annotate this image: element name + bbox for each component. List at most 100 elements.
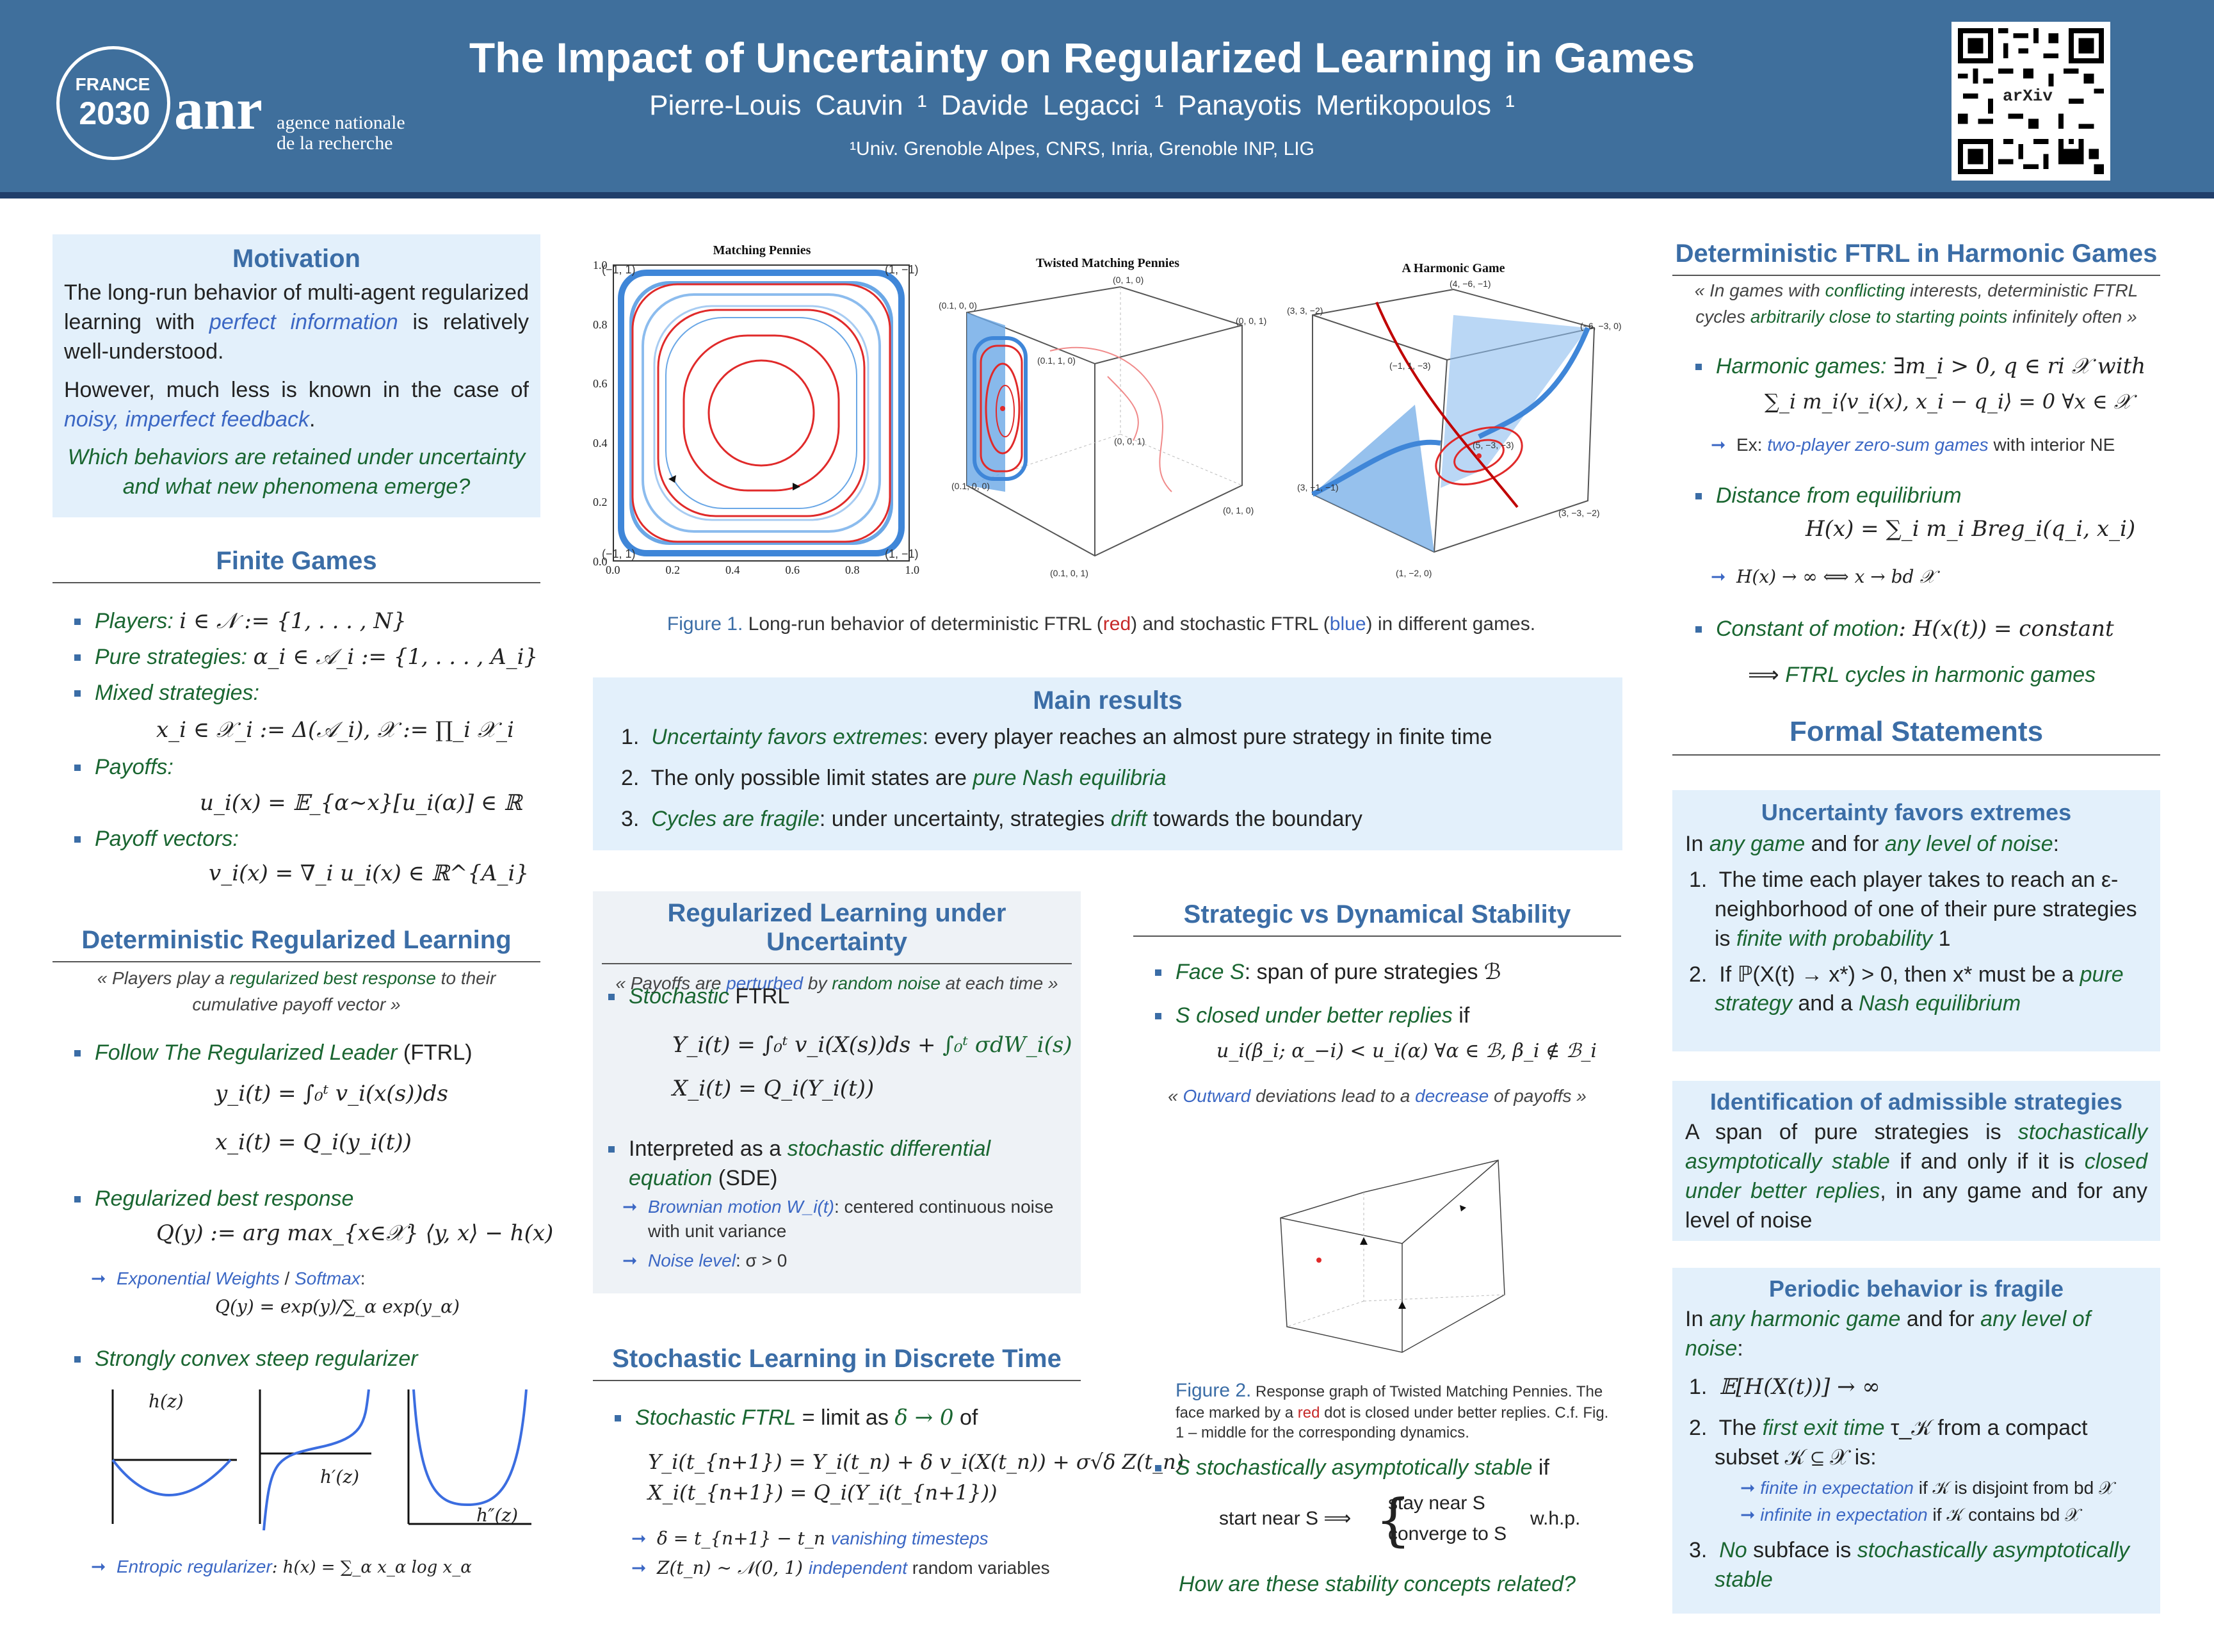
header-banner: [0, 0, 2214, 192]
xtick: 0.4: [725, 563, 740, 576]
france-2030-logo: [56, 46, 170, 160]
plot-h-prime-label: h′(z): [320, 1466, 359, 1487]
formal-box-1-intro: In any game and for any level of noise:: [1685, 832, 2060, 856]
figure2-caption: Figure 2. Response graph of Twisted Matc…: [1176, 1380, 1609, 1442]
formal-box-3-item-1: 1. 𝔼[H(X(t))] → ∞: [1689, 1373, 1880, 1400]
exp-weights-eq: Q(y) = exp(y)/∑_α exp(y_α): [215, 1296, 460, 1317]
ytick: 0.2: [593, 496, 608, 509]
payoffs-eq: u_i(x) = 𝔼_{α∼x}[u_i(α)] ∈ ℝ: [200, 790, 522, 816]
ytick: 0.4: [593, 436, 608, 449]
sas-whp: w.h.p.: [1530, 1508, 1581, 1529]
fig1-p2-label: (0.1, 0, 1): [1050, 568, 1088, 578]
formal-box-1-item-2: 2. If ℙ(X(t) → x*) > 0, then x* must be …: [1689, 962, 2124, 1016]
random-vars-item: Z(t_n) ∼ 𝒩(0, 1) independent random vari…: [631, 1556, 1050, 1580]
plot-h-double-prime-label: h″(z): [476, 1505, 519, 1526]
fig1-p3-label: (3, −1, −1): [1297, 482, 1339, 492]
ytick: 1.0: [593, 259, 608, 271]
fig1-plot3-title: A Harmonic Game: [1402, 261, 1505, 275]
rbr-item: Regularized best response: [74, 1185, 353, 1214]
fig1-p2-label: (0, 1, 0): [1113, 275, 1144, 285]
arxiv-label: arXiv: [2000, 86, 2056, 106]
mixed-strategies-item: Mixed strategies:: [74, 679, 259, 708]
header-divider: [0, 192, 2214, 198]
fig1-p2-label: (0, 0, 1): [1114, 436, 1145, 446]
fig1-p3-label: (−6, −3, 0): [1580, 321, 1622, 331]
regularizer-item: Strongly convex steep regularizer: [74, 1345, 418, 1374]
formal-box-2-title: Identification of admissible strategies: [1709, 1089, 2123, 1115]
formal-box-1-item-1: 1. The time each player takes to reach a…: [1689, 867, 2137, 951]
fig1-matching-pennies: [613, 264, 910, 562]
fig1-p2-label: (0.1, 1, 0): [1037, 355, 1076, 366]
logo-france-text: FRANCE: [75, 74, 150, 94]
rbr-eq: Q(y) := arg max_{x∈𝒳} ⟨y, x⟩ − h(x): [156, 1220, 554, 1246]
motivation-p1: The long-run behavior of multi-agent reg…: [64, 280, 529, 364]
fig1-p1-corner-bl: (−1, 1): [602, 547, 636, 560]
distance-item: Distance from equilibrium: [1695, 482, 1962, 511]
harmonic-title: Deterministic FTRL in Harmonic Games: [1672, 239, 2160, 276]
payoff-vectors-item: Payoff vectors:: [74, 825, 239, 854]
constant-item: Constant of motion: H(x(t)) = constant: [1695, 615, 2114, 644]
fig1-plot2-title: Twisted Matching Pennies: [1035, 256, 1180, 270]
stability-title: Strategic vs Dynamical Stability: [1133, 900, 1621, 937]
fig2-response-graph: [1280, 1160, 1505, 1353]
fig1-p3-label: (−1, 1, −3): [1389, 360, 1431, 371]
harmonic-example: Ex: two-player zero-sum games with inter…: [1711, 433, 2115, 457]
entropic-item: Entropic regularizer: h(x) = ∑_α x_α log…: [91, 1555, 472, 1579]
xtick: 0.6: [785, 563, 800, 576]
discrete-limit-item: Stochastic FTRL = limit as δ → 0 of: [614, 1404, 978, 1433]
motivation-title: Motivation: [232, 245, 360, 273]
anr-logo: anr: [174, 76, 263, 142]
anr-logo-subtitle: agence nationale de la recherche: [277, 112, 405, 154]
main-results-title: Main results: [1033, 686, 1183, 715]
arxiv-qr-code[interactable]: [1951, 22, 2110, 181]
sas-brace: {: [1375, 1487, 1411, 1553]
fig1-p3-label: (4, −6, −1): [1450, 279, 1491, 289]
harmonic-games-item: Harmonic games: ∃m_i > 0, q ∈ ri 𝒳 with: [1695, 352, 2145, 382]
regularizer-plots: [111, 1389, 531, 1531]
ftrl-eq-2: x_i(t) = Q_i(y_i(t)): [215, 1130, 412, 1155]
sde-eq-2: X_i(t) = Q_i(Y_i(t)): [672, 1076, 875, 1101]
ytick: 0.8: [593, 318, 608, 331]
formal-box-2-text: A span of pure strategies is stochastica…: [1685, 1120, 2147, 1233]
formal-box-1-title: Uncertainty favors extremes: [1761, 799, 2072, 825]
harmonic-quote: « In games with conflicting interests, d…: [1694, 280, 2138, 327]
fig1-p1-corner-tr: (1, −1): [885, 263, 919, 276]
sas-stay: stay near S: [1388, 1493, 1485, 1514]
closed-eq: u_i(β_i; α_−i) < u_i(α) ∀α ∈ ℬ, β_i ∉ ℬ_…: [1216, 1040, 1597, 1062]
poster-title: The Impact of Uncertainty on Regularized…: [469, 34, 1695, 81]
distance-sub: H(x) → ∞ ⟺ x → bd 𝒳: [1711, 565, 1935, 589]
result-item-2: 2. The only possible limit states are pu…: [621, 766, 1167, 790]
plot-h: [111, 1389, 237, 1524]
logo-year-text: 2030: [79, 95, 150, 131]
pure-strategies-item: Pure strategies: α_i ∈ 𝒜_i := {1, . . . …: [74, 643, 538, 672]
sde-eq-1: Y_i(t) = ∫₀ᵗ v_i(X(s))ds + ∫₀ᵗ σdW_i(s): [672, 1032, 1072, 1058]
formal-box-2: Identification of admissible strategies …: [1672, 1081, 2160, 1241]
discrete-eq-1: Y_i(t_{n+1}) = Y_i(t_n) + δ v_i(X(t_n)) …: [648, 1450, 1184, 1474]
exp-weights-item: Exponential Weights / Softmax:: [91, 1267, 366, 1291]
discrete-title: Stochastic Learning in Discrete Time: [593, 1345, 1081, 1381]
result-item-1: 1. Uncertainty favors extremes: every pl…: [621, 725, 1492, 749]
formal-box-3-title: Periodic behavior is fragile: [1768, 1275, 2064, 1302]
reg-uncertainty-title: Regularized Learning under Uncertainty: [602, 899, 1072, 964]
fig1-plot1-title: Matching Pennies: [713, 243, 811, 257]
plot-h-label: h(z): [149, 1391, 184, 1412]
fig1-p1-corner-tl: (−1, 1): [602, 263, 636, 276]
det-learning-quote: « Players play a regularized best respon…: [97, 968, 496, 1014]
det-learning-title: Deterministic Regularized Learning: [53, 926, 540, 962]
motivation-p2: However, much less is known in the case …: [64, 377, 529, 432]
fig1-p3-label: (3, −3, −2): [1558, 508, 1600, 518]
distance-eq: H(x) = ∑_i m_i Breg_i(q_i, x_i): [1806, 516, 2136, 542]
fig1-p3-label: (1, −2, 0): [1396, 568, 1432, 578]
formal-box-3-intro: In any harmonic game and for any level o…: [1685, 1307, 2091, 1361]
finite-games-title: Finite Games: [53, 547, 540, 583]
fig1-p1-corner-br: (1, −1): [885, 547, 919, 560]
formal-box-1: Uncertainty favors extremes In any game …: [1672, 790, 2160, 1051]
xtick: 1.0: [905, 563, 920, 576]
stochastic-ftrl-item: Stochastic FTRL: [608, 982, 789, 1012]
fig1-harmonic-game: [1311, 288, 1596, 553]
sas-item: S stochastically asymptotically stable i…: [1155, 1454, 1549, 1483]
mixed-strategies-eq: x_i ∈ 𝒳_i := Δ(𝒜_i), 𝒳 := ∏_i 𝒳_i: [156, 717, 514, 743]
harmonic-eq: ∑_i m_i⟨v_i(x), x_i − q_i⟩ = 0 ∀x ∈ 𝒳: [1765, 389, 2132, 414]
payoff-vectors-eq: v_i(x) = ∇_i u_i(x) ∈ ℝ^{A_i}: [209, 861, 529, 886]
figure1-caption: Figure 1. Long-run behavior of determini…: [667, 613, 1536, 635]
